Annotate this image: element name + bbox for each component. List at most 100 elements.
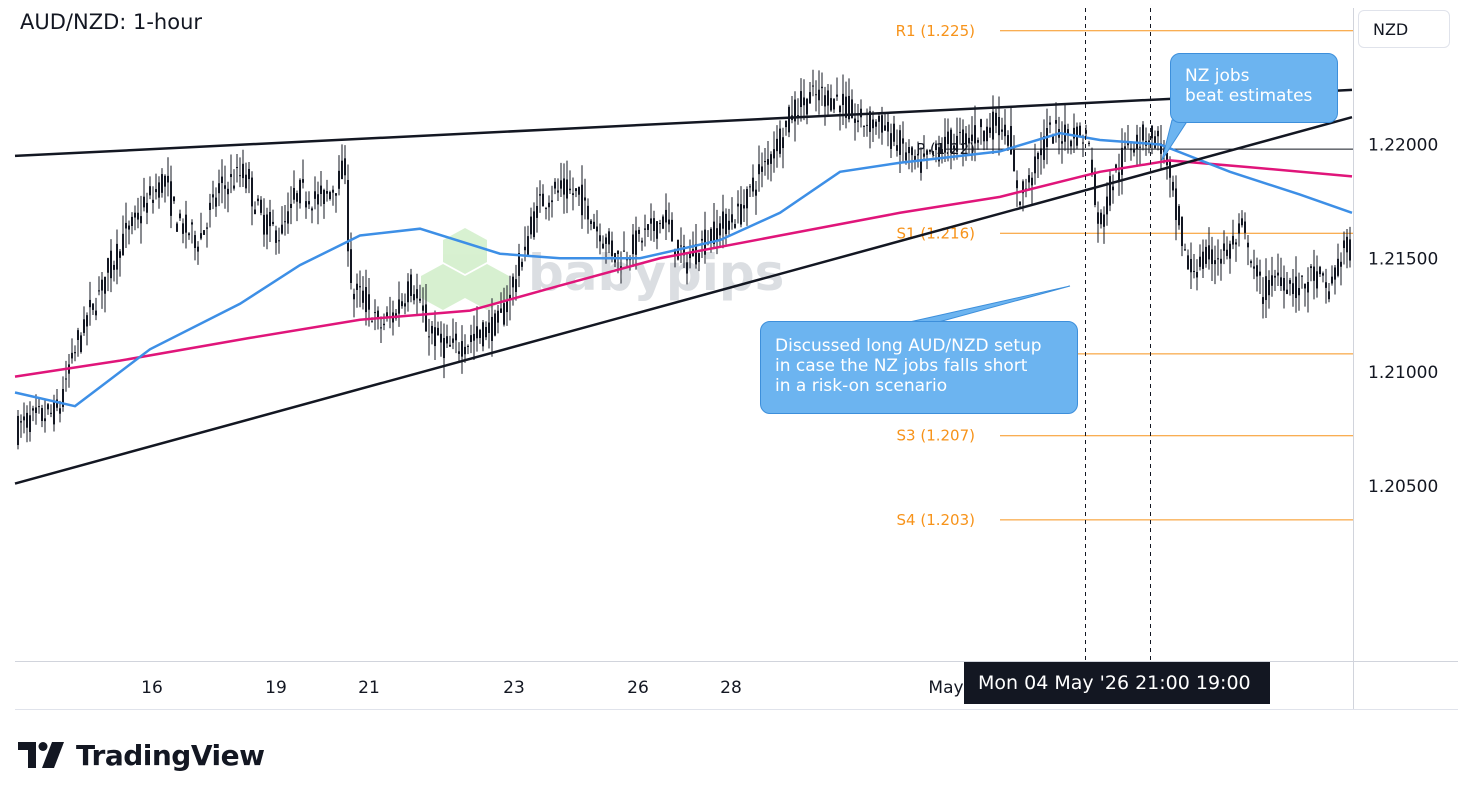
candle — [623, 231, 625, 252]
candle — [1295, 256, 1297, 313]
candle — [1238, 213, 1240, 247]
candle — [1232, 219, 1234, 250]
candle — [1166, 151, 1168, 180]
trendline-upper-channel[interactable] — [14, 88, 1353, 158]
candle — [1250, 259, 1252, 268]
candle — [743, 189, 745, 222]
candle — [1028, 168, 1030, 191]
candle — [461, 325, 463, 374]
candle — [992, 95, 994, 155]
candle — [968, 124, 970, 157]
candle — [62, 376, 64, 412]
candle — [1262, 277, 1264, 319]
candle — [194, 230, 196, 261]
candle — [164, 174, 166, 203]
candle — [911, 145, 913, 173]
candle — [146, 192, 148, 225]
candle — [1034, 143, 1036, 185]
candle — [1139, 127, 1141, 166]
candle — [593, 213, 595, 229]
candle — [1289, 277, 1291, 296]
time-tick-label: 28 — [720, 678, 742, 698]
candle — [845, 81, 847, 129]
candle — [983, 130, 985, 151]
candle — [71, 338, 73, 364]
candle — [1211, 236, 1213, 281]
candle — [557, 178, 559, 201]
candle — [554, 178, 556, 195]
candle — [227, 181, 229, 213]
candle — [491, 298, 493, 357]
pivot-label-r1: R1 (1.225) — [896, 22, 975, 40]
candle — [839, 104, 841, 131]
candle — [386, 306, 388, 322]
candle — [980, 118, 982, 145]
candle — [362, 276, 364, 310]
candle — [314, 176, 316, 210]
candle — [812, 69, 814, 97]
candle — [467, 344, 469, 355]
candle — [107, 257, 109, 292]
candle — [908, 139, 910, 170]
currency-button[interactable]: NZD — [1358, 10, 1450, 48]
candle — [152, 186, 154, 214]
candle — [416, 273, 418, 315]
candle — [173, 196, 175, 204]
candle — [374, 299, 376, 331]
candle — [878, 113, 880, 139]
candle — [353, 288, 355, 318]
candle — [476, 306, 478, 352]
candle — [350, 232, 352, 290]
candle — [923, 135, 925, 162]
candle — [266, 207, 268, 250]
trendlines — [14, 88, 1353, 485]
candle — [893, 115, 895, 147]
candle — [1049, 115, 1051, 134]
candle — [1160, 124, 1162, 171]
candle — [449, 335, 451, 347]
candle — [89, 281, 91, 326]
candle — [659, 219, 661, 234]
candle — [1283, 265, 1285, 309]
trendline-lower-channel[interactable] — [14, 116, 1353, 485]
candle — [551, 185, 553, 218]
candle — [233, 169, 235, 191]
candle — [1241, 210, 1243, 228]
candle — [17, 409, 19, 450]
candle — [1349, 226, 1351, 268]
watermark-text: babypips — [528, 244, 784, 302]
candle — [1118, 153, 1120, 196]
candle — [1301, 275, 1303, 289]
candle — [512, 273, 514, 306]
candle — [446, 324, 448, 348]
candle — [854, 103, 856, 141]
candle — [497, 305, 499, 334]
candle — [674, 248, 676, 268]
candle — [80, 332, 82, 354]
candle — [749, 184, 751, 198]
candle — [200, 212, 202, 241]
candle — [1190, 242, 1192, 289]
candle — [1334, 265, 1336, 295]
candle — [827, 83, 829, 117]
candle — [299, 178, 301, 209]
candle — [1025, 178, 1027, 198]
tradingview-logo[interactable]: TradingView — [18, 738, 265, 772]
candle — [1112, 174, 1114, 204]
candle — [1064, 104, 1066, 151]
candle — [680, 227, 682, 264]
price-tick-label: 1.20500 — [1368, 477, 1438, 497]
candle — [1127, 124, 1129, 149]
candle — [1343, 231, 1345, 265]
candle — [215, 187, 217, 217]
candle — [797, 98, 799, 125]
candle — [242, 149, 244, 187]
candle — [212, 180, 214, 210]
candle — [419, 284, 421, 304]
candle — [203, 230, 205, 236]
candle — [1079, 122, 1081, 138]
candle — [1100, 209, 1102, 229]
candle — [338, 155, 340, 196]
